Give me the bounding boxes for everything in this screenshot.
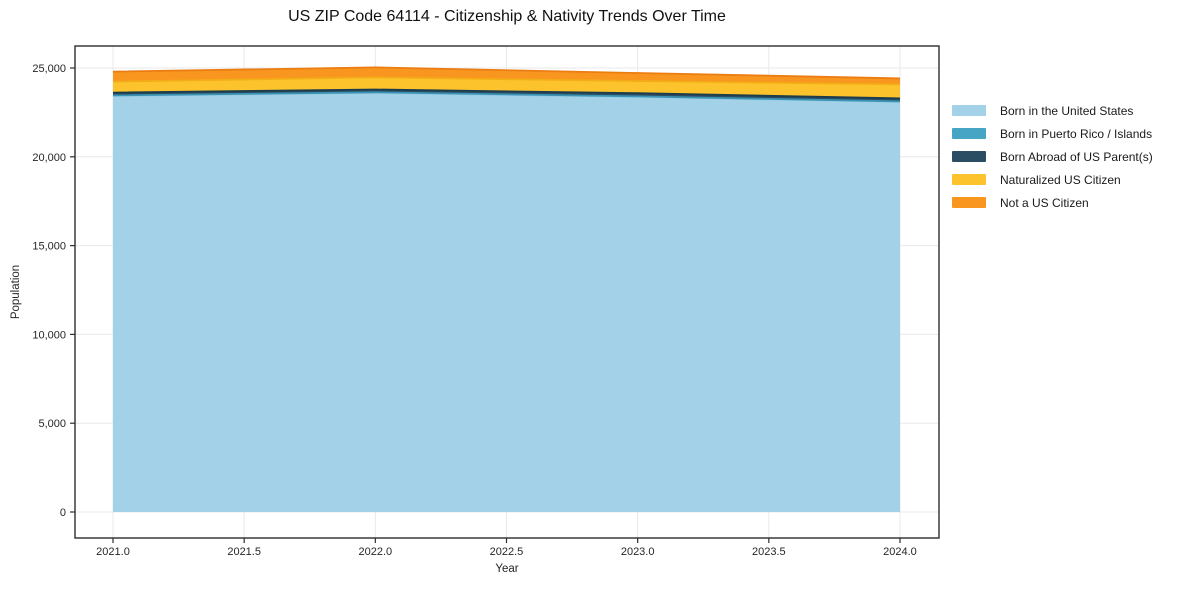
area-band-0 [113,92,900,513]
legend: Born in the United States Born in Puerto … [952,103,1153,220]
x-tick-label: 2023.0 [621,546,655,558]
legend-label: Naturalized US Citizen [1000,172,1121,187]
area-edge-3 [112,76,901,86]
legend-swatch [952,105,986,116]
legend-label: Not a US Citizen [1000,195,1089,210]
y-tick-label: 0 [60,507,66,519]
legend-swatch [952,174,986,185]
legend-swatch [952,151,986,162]
area-edge-4 [112,66,901,80]
y-tick-label: 15,000 [32,241,66,253]
x-axis-label: Year [495,563,519,575]
x-tick-label: 2023.5 [752,546,786,558]
legend-label: Born Abroad of US Parent(s) [1000,149,1153,164]
x-tick-label: 2024.0 [883,546,917,558]
legend-item-2: Born Abroad of US Parent(s) [952,149,1153,164]
legend-item-4: Not a US Citizen [952,195,1153,210]
legend-item-3: Naturalized US Citizen [952,172,1153,187]
x-tick-label: 2021.5 [227,546,261,558]
y-tick-label: 20,000 [32,152,66,164]
y-tick-label: 25,000 [32,63,66,75]
chart-title: US ZIP Code 64114 - Citizenship & Nativi… [288,8,726,25]
legend-swatch [952,128,986,139]
legend-label: Born in the United States [1000,103,1134,118]
y-tick-label: 5,000 [38,418,66,430]
area-edge-1 [112,91,901,103]
area-band-4 [113,67,900,85]
x-tick-label: 2022.5 [490,546,524,558]
legend-item-1: Born in Puerto Rico / Islands [952,126,1153,141]
x-tick-label: 2021.0 [96,546,130,558]
x-tick-label: 2022.0 [359,546,393,558]
legend-label: Born in Puerto Rico / Islands [1000,126,1153,141]
area-edge-2 [112,88,901,100]
legend-swatch [952,197,986,208]
legend-item-0: Born in the United States [952,103,1153,118]
y-tick-label: 10,000 [32,329,66,341]
